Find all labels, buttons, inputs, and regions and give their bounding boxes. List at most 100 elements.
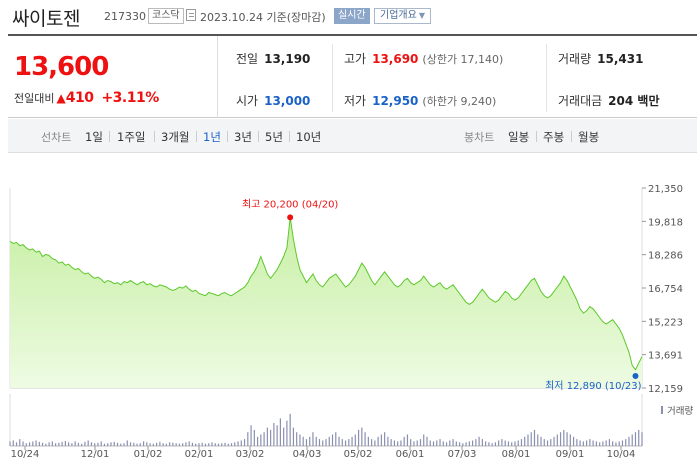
stat-value: 13,690 (372, 52, 419, 66)
volume-bar (638, 429, 640, 446)
period-1y[interactable]: 1년 (203, 130, 221, 144)
volume-bar (416, 440, 418, 446)
volume-bar (494, 442, 497, 446)
volume-bar (97, 442, 99, 446)
volume-bar (354, 434, 356, 446)
volume-bar (237, 441, 239, 446)
column-divider (332, 44, 333, 112)
volume-bar (169, 442, 171, 446)
volume-bar (283, 427, 285, 446)
volume-bar (621, 440, 624, 446)
stat-value: 13,190 (264, 52, 311, 66)
stat-label: 거래량 (558, 52, 592, 66)
stat-amount: 거래대금 204 백만 (558, 92, 659, 109)
x-tick-label: 09/01 (556, 449, 585, 460)
volume-bar (32, 441, 34, 446)
company-info-dropdown[interactable]: 기업개요 ▼ (374, 8, 431, 24)
period-1d[interactable]: 1일 (85, 130, 103, 144)
volume-bar (247, 432, 249, 446)
company-info-label: 기업개요 (380, 10, 417, 21)
volume-bar (449, 440, 451, 446)
period-3m[interactable]: 3개월 (161, 130, 190, 144)
y-tick-label: 19,818 (648, 217, 683, 228)
change-label: 전일대비 (14, 92, 55, 105)
volume-bar (74, 441, 76, 446)
volume-bar (221, 443, 223, 446)
volume-bar (579, 440, 581, 446)
volume-bar (445, 442, 448, 446)
volume-bar (84, 441, 86, 446)
y-tick-label: 15,223 (648, 317, 683, 328)
volume-bar (107, 443, 109, 446)
volume-bar (25, 443, 27, 446)
period-10y[interactable]: 10년 (296, 130, 322, 144)
volume-bar (589, 439, 591, 446)
volume-bar (341, 439, 343, 446)
volume-bar (384, 432, 386, 446)
x-axis: 10/24 12/01 01/02 02/01 03/02 04/03 05/02 06/01… (11, 446, 635, 460)
volume-bar (81, 443, 83, 446)
candle-daily[interactable]: 일봉 (508, 130, 530, 144)
period-5y[interactable]: 5년 (265, 130, 283, 144)
volume-bar (175, 443, 177, 446)
volume-bar (136, 443, 138, 446)
volume-bar (152, 443, 154, 446)
volume-bar (514, 441, 516, 446)
y-tick-label: 13,691 (648, 351, 683, 362)
stat-label: 전일 (236, 52, 259, 66)
volume-bar (276, 425, 278, 446)
volume-bar (364, 432, 366, 446)
x-tick-label: 01/02 (134, 449, 163, 460)
period-1w[interactable]: 1주일 (117, 130, 146, 144)
volume-bar (250, 425, 252, 446)
line-chart-label: 선차트 (41, 131, 72, 144)
volume-bar (55, 443, 57, 446)
stock-header: 싸이토젠 217330 코스닥 2023.10.24 기준(장마감) 실시간 기… (0, 0, 697, 34)
volume-bar (172, 442, 174, 446)
x-tick-label: 10/24 (11, 449, 40, 460)
x-tick-label: 07/03 (448, 449, 477, 460)
volume-bar (602, 441, 604, 446)
candle-weekly[interactable]: 주봉 (543, 130, 565, 144)
separator (258, 131, 259, 142)
volume-bar (527, 434, 529, 446)
period-3y[interactable]: 3년 (234, 130, 252, 144)
volume-bar (155, 442, 158, 446)
volume-bar (48, 442, 50, 446)
candle-monthly[interactable]: 월봉 (578, 130, 600, 144)
stat-value: 12,950 (372, 94, 419, 108)
stock-code: 217330 (104, 10, 146, 23)
separator (154, 131, 155, 142)
separator (227, 131, 228, 142)
chart-annotations: 최고 20,200 (04/20) 최저 12,890 (10/23) (242, 198, 642, 392)
volume-bar (371, 439, 373, 446)
volume-bar (439, 439, 441, 446)
volume-bar (123, 443, 125, 446)
chevron-down-icon: ▼ (418, 11, 425, 20)
volume-bar (351, 436, 353, 446)
separator (289, 131, 290, 142)
volume-bar (595, 441, 597, 446)
volume-bar (380, 434, 382, 446)
price-change: 전일대비 ▲410 +3.11% (14, 90, 159, 106)
volume-bar (540, 436, 542, 446)
volume-bar (374, 440, 376, 446)
price-area: 13,600 전일대비 ▲410 +3.11% (8, 36, 218, 118)
realtime-button[interactable]: 실시간 (334, 8, 370, 24)
volume-bar (387, 436, 389, 446)
volume-bar (87, 440, 89, 446)
volume-bar (100, 441, 102, 446)
volume-bar (436, 440, 438, 446)
volume-bar (331, 434, 334, 446)
volume-bar (511, 442, 513, 446)
volume-bar (318, 439, 321, 446)
volume-bar (413, 441, 415, 446)
volume-bar (149, 443, 151, 446)
volume-bar (240, 440, 242, 446)
volume-bar (478, 436, 480, 446)
volume-bar (273, 423, 275, 446)
volume-bar (452, 439, 454, 446)
volume-bar (468, 441, 470, 446)
volume-bar (566, 432, 568, 446)
volume-bar (641, 432, 643, 446)
